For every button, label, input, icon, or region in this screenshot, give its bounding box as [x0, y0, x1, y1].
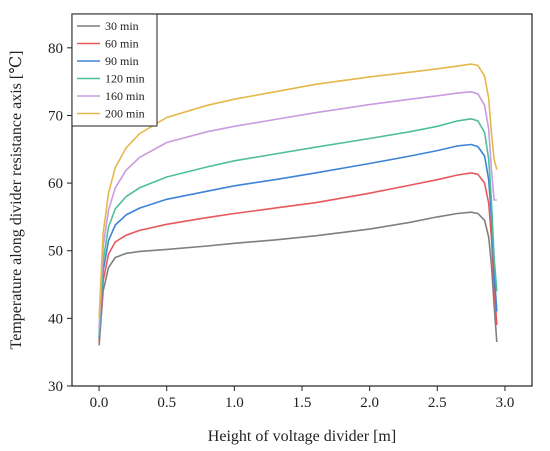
x-tick-label: 0.0 [90, 395, 109, 411]
x-tick-label: 2.5 [428, 395, 447, 411]
x-tick-label: 1.0 [225, 395, 244, 411]
series-line-2 [98, 172, 498, 343]
legend: 30 min 60 min 90 min 120 min 160 min 200 min [71, 13, 158, 127]
series-group [98, 63, 498, 346]
x-tick-label: 0.5 [157, 395, 176, 411]
y-axis-label: Temperature along divider resistance axi… [8, 51, 25, 350]
series-line-4 [98, 118, 498, 336]
legend-label: 30 min [105, 19, 139, 33]
series-line-1 [98, 211, 498, 346]
series-line-6 [98, 63, 498, 319]
y-tick-label: 70 [48, 108, 63, 124]
y-tick-label: 80 [48, 41, 63, 57]
y-tick-label: 30 [48, 379, 63, 395]
y-tick-label: 60 [48, 176, 63, 192]
series-line-5 [98, 91, 497, 329]
x-axis-label: Height of voltage divider [m] [208, 428, 396, 445]
legend-label: 120 min [105, 72, 145, 86]
plot-area: 0.0 0.5 1.0 1.5 2.0 2.5 3.0 30 40 50 60 70 80 [48, 13, 533, 411]
x-tick-label: 1.5 [293, 395, 312, 411]
x-axis-ticks: 0.0 0.5 1.0 1.5 2.0 2.5 3.0 [90, 386, 515, 411]
x-tick-label: 3.0 [496, 395, 515, 411]
x-tick-label: 2.0 [360, 395, 379, 411]
y-tick-label: 50 [48, 244, 63, 260]
legend-label: 90 min [105, 54, 139, 68]
legend-label: 160 min [105, 89, 145, 103]
legend-label: 200 min [105, 107, 145, 121]
legend-box [71, 13, 158, 127]
y-tick-label: 40 [48, 311, 63, 327]
y-axis-ticks: 30 40 50 60 70 80 [48, 41, 72, 395]
legend-label: 60 min [105, 37, 139, 51]
series-line-3 [98, 143, 498, 339]
